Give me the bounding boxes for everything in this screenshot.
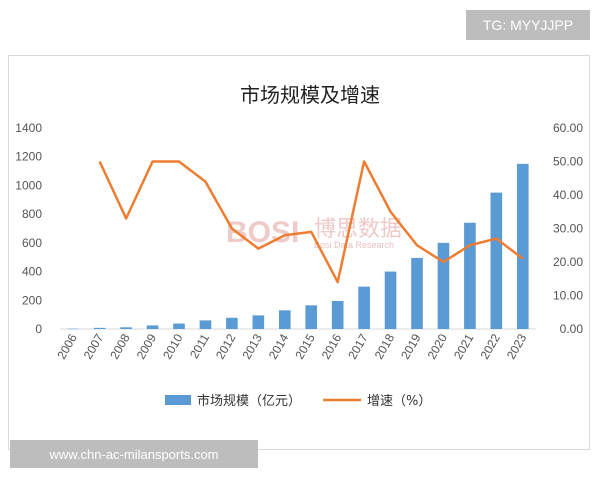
legend: 市场规模（亿元） 增速（%） bbox=[165, 393, 431, 409]
x-tick-label: 2013 bbox=[239, 331, 265, 361]
right-tick-label: 0.00 bbox=[560, 322, 584, 336]
watermark-en: Bosi Data Research bbox=[314, 240, 394, 250]
left-tick-label: 1200 bbox=[15, 150, 42, 164]
x-axis-labels: 2006 2007 2008 2009 2010 2011 2012 2013 2014 2015… bbox=[54, 331, 529, 361]
legend-line-label: 增速（%） bbox=[367, 394, 431, 409]
x-tick-label: 2014 bbox=[266, 331, 292, 361]
chart-title: 市场规模及增速 bbox=[240, 83, 380, 107]
watermark-cn: 博思数据 bbox=[314, 217, 402, 242]
x-tick-label: 2007 bbox=[81, 331, 107, 361]
left-tick-label: 0 bbox=[35, 322, 42, 336]
bar bbox=[199, 320, 212, 329]
bar bbox=[516, 163, 529, 329]
bar-series bbox=[67, 163, 529, 330]
x-tick-label: 2008 bbox=[107, 331, 133, 361]
x-tick-label: 2015 bbox=[292, 331, 318, 361]
bar bbox=[358, 286, 370, 329]
bar bbox=[120, 327, 132, 329]
x-tick-label: 2010 bbox=[160, 331, 186, 361]
bar bbox=[464, 222, 476, 329]
right-axis-ticks: 0.00 10.00 20.00 30.00 40.00 50.00 60.00 bbox=[553, 121, 583, 336]
x-tick-label: 2018 bbox=[372, 331, 398, 361]
bar bbox=[278, 310, 291, 329]
left-axis-ticks: 0 200 400 600 800 1000 1200 1400 bbox=[15, 121, 42, 336]
bar bbox=[226, 317, 238, 329]
left-tick-label: 400 bbox=[22, 265, 42, 279]
left-tick-label: 200 bbox=[22, 293, 42, 307]
tag-label: TG: MYYJJPP bbox=[466, 10, 590, 40]
right-tick-label: 10.00 bbox=[553, 289, 583, 303]
bar bbox=[305, 305, 318, 329]
right-tick-label: 60.00 bbox=[553, 121, 583, 135]
bar bbox=[146, 325, 159, 329]
right-tick-label: 50.00 bbox=[553, 155, 583, 169]
x-tick-label: 2017 bbox=[345, 331, 371, 361]
x-tick-label: 2022 bbox=[477, 331, 503, 361]
x-tick-label: 2009 bbox=[134, 331, 160, 361]
growth-line bbox=[98, 160, 524, 284]
x-tick-label: 2020 bbox=[425, 331, 451, 361]
legend-bar-swatch bbox=[165, 395, 191, 405]
bar bbox=[384, 271, 397, 329]
bar bbox=[252, 315, 265, 329]
x-tick-label: 2019 bbox=[398, 331, 424, 361]
left-tick-label: 1400 bbox=[15, 121, 42, 135]
x-tick-label: 2011 bbox=[187, 331, 212, 361]
bar bbox=[93, 327, 106, 329]
legend-bar-label: 市场规模（亿元） bbox=[197, 393, 301, 409]
x-tick-label: 2012 bbox=[213, 331, 239, 361]
watermark: BOSI 博思数据 Bosi Data Research bbox=[226, 216, 402, 250]
bar bbox=[173, 323, 185, 329]
bar bbox=[490, 192, 503, 329]
right-tick-label: 40.00 bbox=[553, 188, 583, 202]
x-tick-label: 2016 bbox=[319, 331, 345, 361]
bar bbox=[331, 301, 344, 329]
x-tick-label: 2006 bbox=[54, 331, 80, 361]
x-tick-label: 2023 bbox=[504, 331, 530, 361]
left-tick-label: 1000 bbox=[15, 178, 42, 192]
bar bbox=[67, 328, 80, 330]
left-tick-label: 800 bbox=[22, 207, 42, 221]
site-url: www.chn-ac-milansports.com bbox=[10, 440, 258, 468]
bar bbox=[411, 257, 423, 329]
bar bbox=[437, 242, 450, 329]
right-tick-label: 20.00 bbox=[553, 255, 583, 269]
x-tick-label: 2021 bbox=[451, 331, 477, 361]
right-tick-label: 30.00 bbox=[553, 222, 583, 236]
left-tick-label: 600 bbox=[22, 236, 42, 250]
